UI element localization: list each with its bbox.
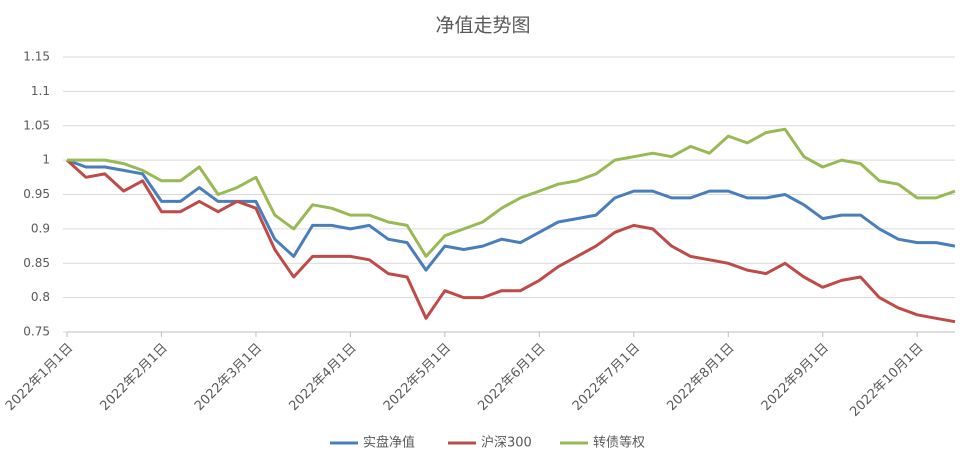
y-tick-label: 0.8	[31, 290, 50, 304]
series-line	[65, 158, 956, 324]
x-tick-label: 2022年3月1日	[192, 341, 265, 414]
x-tick-label: 2022年8月1日	[664, 341, 737, 414]
x-tick-label: 2022年7月1日	[570, 341, 643, 414]
chart-title: 净值走势图	[435, 15, 530, 37]
x-tick-label: 2022年9月1日	[759, 341, 832, 414]
y-tick-label: 0.85	[23, 256, 50, 270]
x-tick-label: 2022年10月1日	[847, 341, 926, 420]
y-tick-label: 0.95	[23, 187, 50, 201]
legend-label: 沪深300	[481, 435, 532, 451]
y-tick-label: 0.75	[23, 325, 50, 339]
y-tick-label: 1.1	[31, 84, 50, 98]
series-line	[67, 127, 956, 258]
y-tick-label: 0.9	[31, 221, 50, 235]
x-tick-label: 2022年2月1日	[97, 341, 170, 414]
legend-label: 转债等权	[593, 435, 645, 451]
legend-label: 实盘净值	[363, 435, 415, 451]
y-tick-label: 1.05	[23, 118, 50, 132]
y-tick-label: 1.15	[23, 50, 50, 64]
x-tick-label: 2022年5月1日	[381, 341, 454, 414]
series-line	[66, 158, 956, 272]
x-tick-label: 2022年1月1日	[3, 341, 76, 414]
x-tick-label: 2022年6月1日	[475, 341, 548, 414]
y-tick-label: 1	[42, 153, 50, 167]
x-tick-label: 2022年4月1日	[286, 341, 359, 414]
